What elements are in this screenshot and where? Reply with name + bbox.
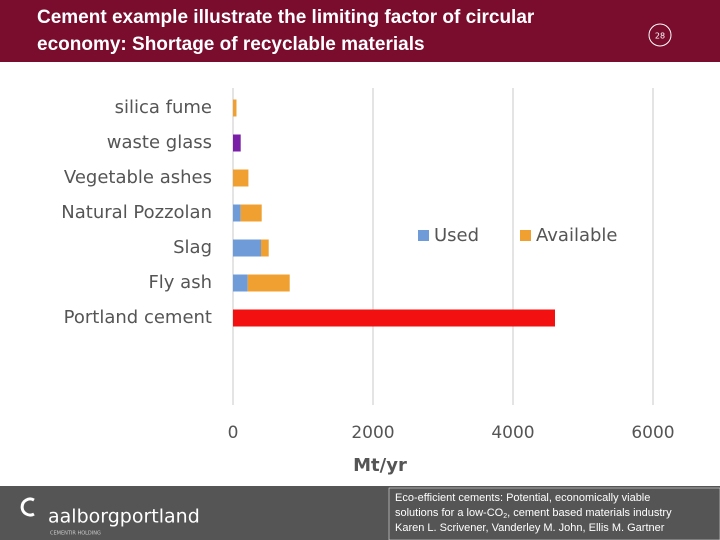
- y-tick-label: Fly ash: [148, 272, 212, 293]
- reference-line: solutions for a low-CO2, cement based ma…: [395, 507, 672, 520]
- logo-mark: [20, 497, 35, 517]
- legend-label: Used: [434, 225, 479, 246]
- bar: [240, 204, 262, 222]
- bar: [233, 239, 261, 257]
- title-line: Cement example illustrate the limiting f…: [37, 7, 535, 28]
- reference-text: solutions for a low-CO: [395, 507, 504, 519]
- logo-sub: CEMENTIR HOLDING: [50, 531, 101, 537]
- legend-swatch: [520, 230, 531, 241]
- reference-text: , cement based materials industry: [507, 507, 672, 519]
- x-tick-label: 6000: [631, 423, 674, 443]
- reference-line: Karen L. Scrivener, Vanderley M. John, E…: [395, 522, 665, 534]
- reference-line: Eco-efficient cements: Potential, econom…: [395, 492, 650, 504]
- x-axis-label: Mt/yr: [353, 455, 407, 476]
- x-tick-label: 4000: [491, 423, 534, 443]
- bar: [247, 274, 290, 292]
- y-tick-label: Vegetable ashes: [64, 167, 212, 188]
- bar: [261, 239, 269, 257]
- bar: [233, 309, 555, 327]
- y-tick-label: Slag: [173, 237, 212, 258]
- bar: [233, 134, 241, 152]
- reference-sub: 2: [503, 513, 507, 520]
- page-number: 28: [655, 32, 665, 41]
- page-number-circle: [648, 23, 672, 47]
- y-tick-label: Portland cement: [64, 307, 212, 328]
- header-band: [0, 0, 720, 62]
- reference-box: [388, 487, 720, 540]
- y-tick-label: waste glass: [107, 132, 212, 153]
- legend-label: Available: [536, 225, 617, 246]
- title-line: economy: Shortage of recyclable material…: [37, 34, 425, 55]
- logo: aalborgportland: [48, 506, 200, 528]
- y-tick-label: Natural Pozzolan: [61, 202, 212, 223]
- y-tick-label: silica fume: [115, 97, 212, 118]
- x-tick-label: 0: [228, 423, 239, 443]
- x-tick-label: 2000: [351, 423, 394, 443]
- bar: [233, 204, 241, 222]
- bar: [233, 169, 249, 187]
- bar: [233, 99, 237, 117]
- bar: [233, 274, 248, 292]
- legend-swatch: [418, 230, 429, 241]
